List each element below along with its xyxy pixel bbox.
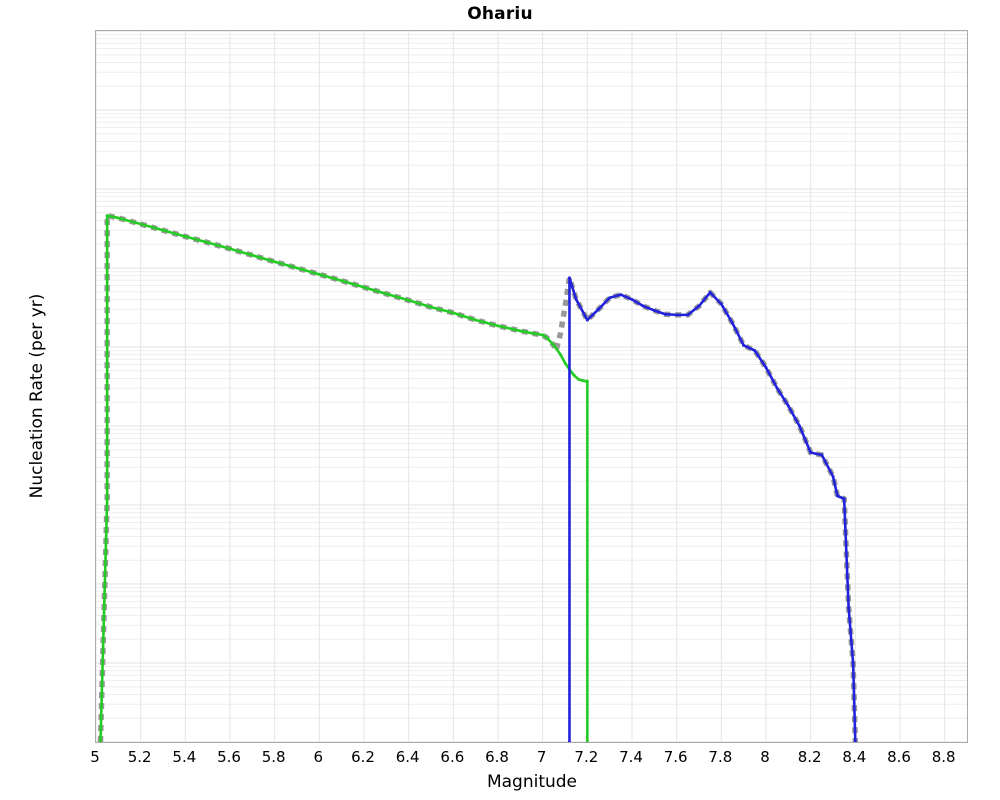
plot-area [95,30,968,743]
x-tick-label: 7.8 [708,748,733,766]
x-tick-label: 5.8 [261,748,286,766]
x-tick-label: 5.4 [172,748,197,766]
x-tick-label: 8 [760,748,770,766]
x-tick-label: 8.8 [931,748,956,766]
x-tick-label: 5.2 [127,748,152,766]
x-tick-label: 5.6 [217,748,241,766]
x-tick-label: 6 [313,748,324,766]
x-tick-label: 7.4 [619,748,643,766]
x-axis-label: Magnitude [486,772,578,792]
x-tick-label: 8.2 [797,748,822,766]
page-title: Ohariu [467,4,533,24]
x-tick-label: 7 [536,748,547,766]
x-tick-label: 6.6 [440,748,465,766]
x-tick-label: 7.2 [574,748,599,766]
x-tick-label: 7.6 [663,748,688,766]
series-markers-1 [567,276,857,742]
plot-svg [96,31,967,742]
x-tick-label: 5 [90,748,100,766]
gridlines [96,31,967,742]
x-tick-label: 6.2 [351,748,375,766]
y-axis-label: Nucleation Rate (per yr) [27,293,47,499]
x-tick-label: 8.6 [887,748,911,766]
x-tick-label: 6.8 [485,748,509,766]
x-tick-label: 8.4 [842,748,867,766]
x-tick-label: 6.4 [395,748,420,766]
